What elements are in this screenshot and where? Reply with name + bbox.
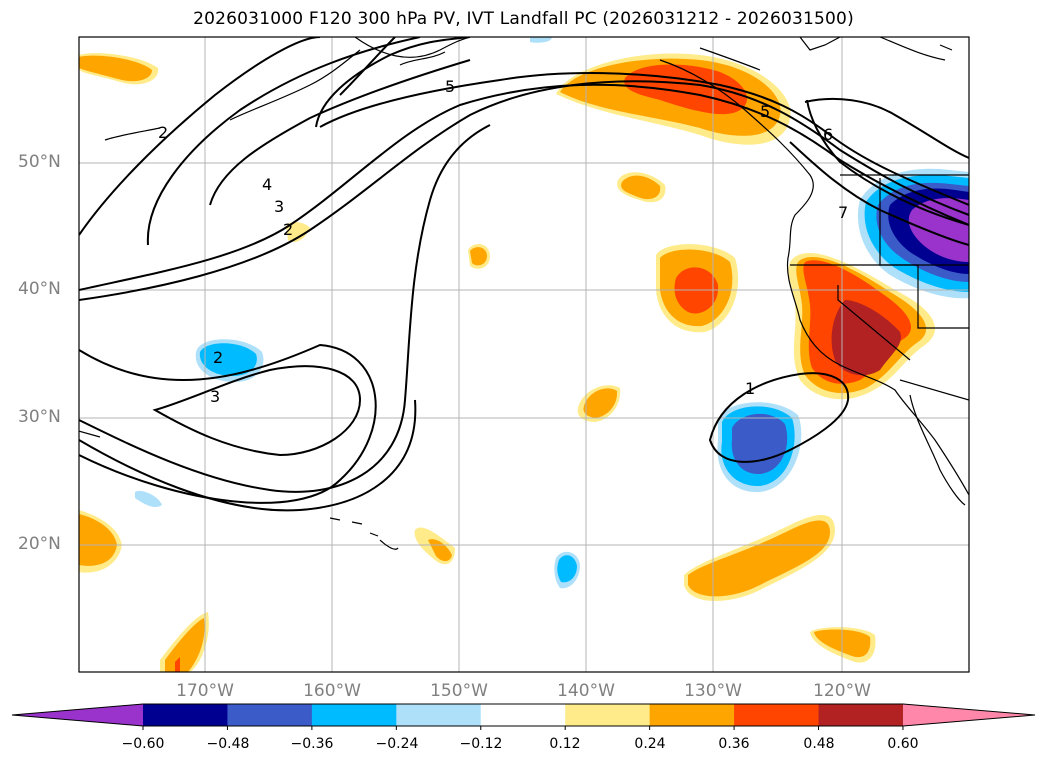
contour-label: 5	[445, 77, 455, 96]
colorbar-segment	[227, 704, 313, 726]
lon-label-140w: 140°W	[557, 681, 615, 701]
colorbar-tick: 0.24	[634, 736, 666, 752]
contour-label: 2	[158, 123, 168, 142]
colorbar-segment	[818, 704, 904, 726]
pv-contour-upper-5	[339, 37, 396, 96]
map-title: 2026031000 F120 300 hPa PV, IVT Landfall…	[193, 9, 854, 29]
colorbar-tick: −0.60	[121, 736, 165, 752]
lat-label-20n: 20°N	[18, 534, 61, 554]
lon-label-150w: 150°W	[430, 681, 488, 701]
contour-labels: 2 2 3 4 5 5 6 7 2 3 1	[158, 77, 848, 406]
pv-contour-4	[209, 59, 471, 206]
contour-label: 2	[283, 220, 293, 239]
pv-contours	[79, 37, 969, 512]
pv-contour-2	[79, 37, 321, 236]
colorbar-segment	[565, 704, 651, 726]
pv-contour-jet-b	[79, 83, 969, 291]
colorbar-extend-low	[12, 704, 143, 726]
colorbar-tick: −0.12	[459, 736, 503, 752]
pv-contour-5	[319, 72, 969, 206]
colorbar-tick: 0.48	[803, 736, 835, 752]
lon-label-170w: 170°W	[176, 681, 234, 701]
contour-label: 4	[262, 175, 272, 194]
colorbar-tick: −0.24	[375, 736, 419, 752]
contour-label: 1	[745, 379, 755, 398]
pv-contour-upper-2	[315, 37, 471, 128]
pv-contour-jet-d	[79, 124, 491, 493]
colorbar-extend-high	[902, 704, 1035, 726]
pv-contour-jet-c	[79, 343, 377, 504]
map-frame	[78, 36, 970, 673]
pv-contour-jet-a	[79, 80, 969, 301]
pv-contour-7	[789, 141, 969, 246]
pv-contour-6	[804, 97, 969, 159]
contour-label: 5	[760, 102, 770, 121]
pv-contour-inner-3	[152, 365, 362, 457]
colorbar-segment	[396, 704, 482, 726]
colorbar-segment	[480, 704, 566, 726]
pv-contour-1	[708, 372, 850, 463]
contour-label: 6	[823, 125, 833, 144]
pv-contour-6b	[806, 99, 969, 226]
colorbar-segment	[143, 704, 228, 726]
colorbar-segment	[311, 704, 397, 726]
lat-label-40n: 40°N	[18, 279, 61, 299]
lon-label-120w: 120°W	[813, 681, 871, 701]
colorbar-segment	[734, 704, 820, 726]
lat-label-50n: 50°N	[18, 152, 61, 172]
colorbar-segment	[649, 704, 735, 726]
contour-label: 7	[838, 203, 848, 222]
lon-label-130w: 130°W	[684, 681, 742, 701]
lon-label-160w: 160°W	[303, 681, 361, 701]
coastlines	[79, 37, 969, 550]
colorbar-tick: −0.48	[206, 736, 250, 752]
pv-contour-jet-e	[79, 399, 417, 512]
pv-contour-3	[146, 37, 421, 246]
colorbar-tick: 0.36	[718, 736, 750, 752]
contour-label: 2	[213, 348, 223, 367]
colorbar-tick: 0.12	[549, 736, 581, 752]
lat-label-30n: 30°N	[18, 407, 61, 427]
colorbar	[11, 703, 1036, 730]
contour-label: 3	[210, 387, 220, 406]
contour-label: 3	[274, 197, 284, 216]
colorbar-tick: 0.60	[887, 736, 919, 752]
colorbar-tick: −0.36	[290, 736, 334, 752]
